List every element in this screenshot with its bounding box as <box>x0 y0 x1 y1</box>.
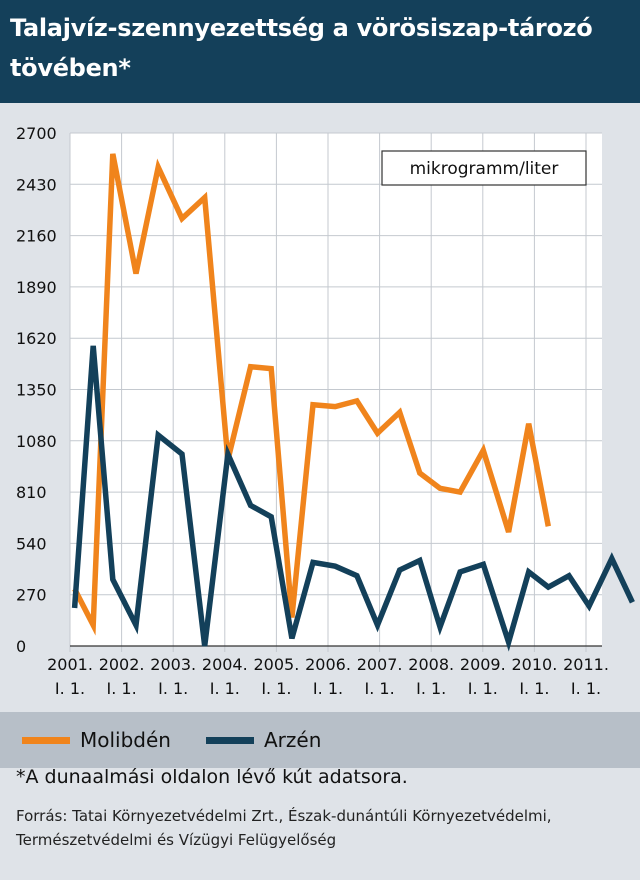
x-tick-sublabel: I. 1. <box>55 679 85 698</box>
x-tick-sublabel: I. 1. <box>416 679 446 698</box>
y-tick-label: 270 <box>16 586 47 605</box>
legend-swatch-arzen <box>206 736 254 744</box>
x-tick-sublabel: I. 1. <box>365 679 395 698</box>
chart-title: Talajvíz-szennyezettség a vörösiszap-tár… <box>10 14 593 82</box>
x-tick-label: 2011. <box>563 655 609 674</box>
header-bar: Talajvíz-szennyezettség a vörösiszap-tár… <box>0 0 640 103</box>
series-line-molibden <box>72 153 552 636</box>
y-tick-label: 1620 <box>16 329 57 348</box>
x-tick-sublabel: I. 1. <box>519 679 549 698</box>
unit-label: mikrogramm/liter <box>410 159 559 179</box>
x-tick-sublabel: I. 1. <box>107 679 137 698</box>
x-tick-label: 2003. <box>150 655 196 674</box>
x-tick-sublabel: I. 1. <box>571 679 601 698</box>
y-tick-label: 2160 <box>16 227 57 246</box>
y-tick-label: 2700 <box>16 124 57 143</box>
x-tick-sublabel: I. 1. <box>210 679 240 698</box>
x-tick-sublabel: I. 1. <box>158 679 188 698</box>
x-tick-label: 2008. <box>408 655 454 674</box>
y-tick-label: 810 <box>16 483 47 502</box>
legend-label-molibden: Molibdén <box>80 728 171 752</box>
x-tick-label: 2004. <box>202 655 248 674</box>
source-credit: Forrás: Tatai Környezetvédelmi Zrt., Ész… <box>16 807 552 849</box>
legend: Molibdén Arzén <box>0 712 640 768</box>
legend-swatch-molibden <box>22 736 70 744</box>
x-tick-label: 2010. <box>511 655 557 674</box>
line-chart: 0 270 540 810 1080 1350 1620 1890 2160 2430 2700 20… <box>16 124 635 698</box>
x-tick-label: 2009. <box>460 655 506 674</box>
unit-label-box: mikrogramm/liter <box>381 150 587 186</box>
x-tick-label: 2005. <box>253 655 299 674</box>
x-tick-label: 2001. <box>47 655 93 674</box>
legend-item-arzen: Arzén <box>206 726 321 754</box>
series-line-arzen <box>71 345 635 652</box>
x-tick-sublabel: I. 1. <box>261 679 291 698</box>
x-tick-sublabel: I. 1. <box>313 679 343 698</box>
x-tick-label: 2006. <box>305 655 351 674</box>
y-tick-label: 1890 <box>16 278 57 297</box>
y-tick-label: 1350 <box>16 381 57 400</box>
y-tick-label: 540 <box>16 534 47 553</box>
x-tick-label: 2002. <box>99 655 145 674</box>
legend-item-molibden: Molibdén <box>22 726 171 754</box>
unit-box-frame <box>381 150 587 186</box>
chart-area: 0 270 540 810 1080 1350 1620 1890 2160 2430 2700 20… <box>0 103 640 708</box>
footnote: *A dunaalmási oldalon lévő kút adatsora. <box>16 766 408 788</box>
legend-label-arzen: Arzén <box>264 728 322 752</box>
y-tick-label: 1080 <box>16 432 57 451</box>
y-tick-label: 0 <box>16 637 26 656</box>
x-tick-label: 2007. <box>357 655 403 674</box>
x-tick-sublabel: I. 1. <box>468 679 498 698</box>
y-tick-label: 2430 <box>16 175 57 194</box>
